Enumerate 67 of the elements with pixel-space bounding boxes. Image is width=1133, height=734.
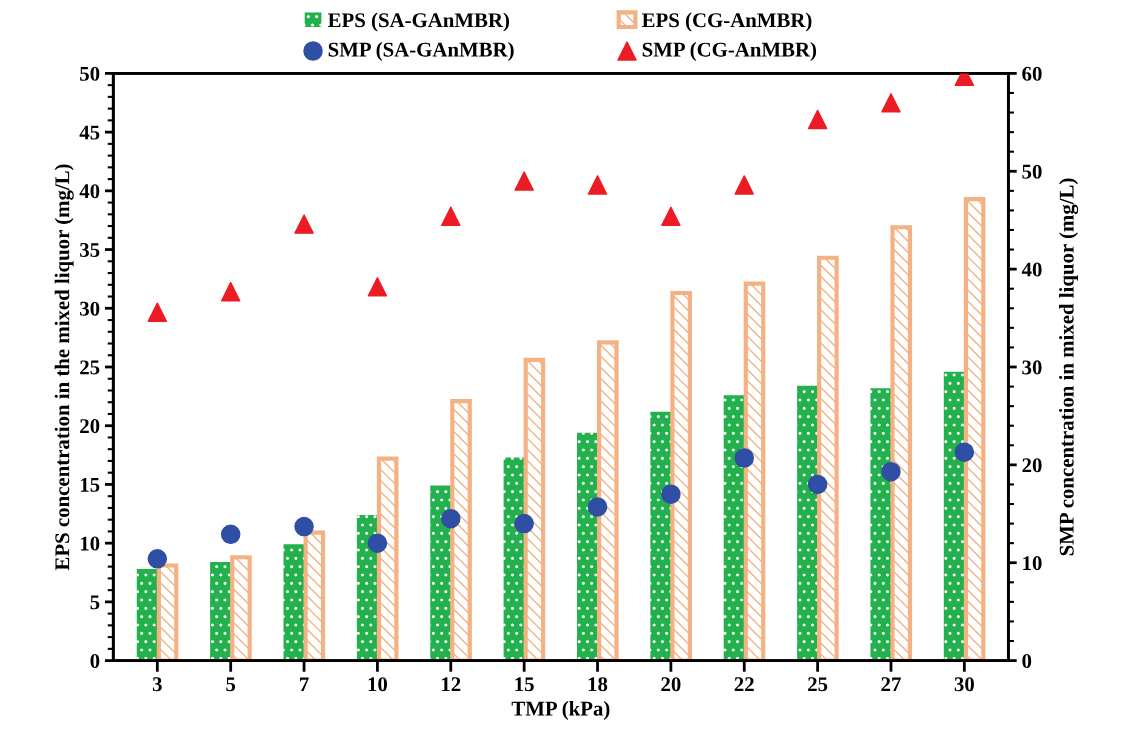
bar bbox=[136, 569, 158, 661]
bar bbox=[283, 544, 305, 661]
y2-tick-label: 40 bbox=[1021, 262, 1042, 277]
y2-tick-label: 30 bbox=[1022, 360, 1042, 375]
bar bbox=[210, 561, 231, 661]
point bbox=[661, 206, 681, 227]
y-tick-label: 20 bbox=[80, 419, 100, 434]
y-tick-label: 50 bbox=[80, 66, 100, 81]
point bbox=[734, 175, 755, 195]
x-tick-label: 30 bbox=[954, 677, 974, 692]
point bbox=[734, 448, 755, 468]
y2-tick-label: 10 bbox=[1023, 556, 1042, 571]
x-tick-label: 3 bbox=[152, 677, 162, 692]
y-axis-title: EPS concentration in the mixed liquor (mg/L) bbox=[54, 164, 74, 571]
point bbox=[587, 497, 608, 517]
x-tick-label: 7 bbox=[300, 677, 309, 692]
y2-tick-label: 50 bbox=[1022, 164, 1042, 179]
y-tick-label: 35 bbox=[80, 242, 100, 257]
bar bbox=[723, 395, 745, 661]
y-tick-label: 15 bbox=[80, 477, 100, 492]
point bbox=[294, 516, 314, 537]
x-axis-title: TMP (kPa) bbox=[511, 701, 610, 720]
legend-label: SMP (SA-GAnMBR) bbox=[328, 42, 514, 61]
x-tick-label: 18 bbox=[588, 677, 608, 692]
x-tick-label: 12 bbox=[442, 677, 461, 692]
point bbox=[441, 206, 461, 227]
y-tick-label: 40 bbox=[79, 184, 100, 199]
point bbox=[807, 474, 828, 495]
x-tick-label: 22 bbox=[734, 677, 754, 692]
y2-tick-label: 20 bbox=[1022, 458, 1042, 473]
y2-tick-label: 60 bbox=[1022, 66, 1042, 81]
bar bbox=[797, 385, 818, 661]
x-tick-label: 15 bbox=[515, 677, 534, 692]
y-tick-label: 30 bbox=[80, 301, 100, 316]
point bbox=[367, 533, 388, 553]
y-tick-label: 45 bbox=[79, 125, 100, 140]
point bbox=[367, 277, 388, 297]
point bbox=[954, 442, 975, 462]
point bbox=[514, 513, 534, 534]
x-tick-label: 20 bbox=[661, 677, 681, 692]
x-tick-label: 5 bbox=[226, 677, 236, 692]
legend-label: EPS (CG-AnMBR) bbox=[641, 12, 812, 32]
point bbox=[514, 171, 534, 191]
x-tick-label: 27 bbox=[881, 677, 901, 692]
point bbox=[220, 524, 241, 545]
y2-tick-label: 0 bbox=[1022, 653, 1032, 669]
x-tick-label: 25 bbox=[808, 677, 828, 692]
y-tick-label: 10 bbox=[80, 536, 100, 551]
legend-label: SMP (CG-AnMBR) bbox=[642, 42, 817, 61]
y-tick-label: 25 bbox=[80, 360, 100, 375]
point bbox=[220, 281, 241, 302]
bar bbox=[356, 514, 378, 661]
point bbox=[294, 214, 314, 234]
point bbox=[807, 109, 828, 130]
point bbox=[441, 508, 461, 529]
y-tick-label: 0 bbox=[90, 653, 100, 669]
x-tick-label: 10 bbox=[368, 677, 388, 692]
point bbox=[587, 175, 608, 195]
point bbox=[881, 93, 901, 113]
y-tick-label: 5 bbox=[90, 595, 100, 610]
bar bbox=[503, 457, 525, 661]
legend-label: EPS (SA-GAnMBR) bbox=[327, 12, 510, 32]
point bbox=[147, 549, 168, 569]
point bbox=[881, 461, 901, 482]
point bbox=[147, 302, 168, 322]
y2-axis-title: SMP concentration in mixed liquor (mg/L) bbox=[1059, 178, 1079, 556]
point bbox=[661, 484, 681, 504]
